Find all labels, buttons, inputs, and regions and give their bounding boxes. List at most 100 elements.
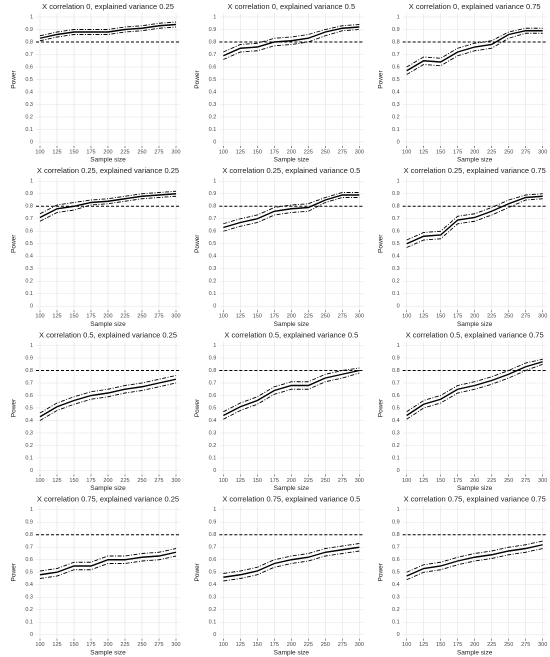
x-tick-label: 150 [253, 314, 262, 320]
y-tick-label: 0.7 [392, 216, 400, 222]
y-tick-label: 0.7 [209, 380, 217, 386]
x-tick-label: 200 [470, 478, 479, 484]
x-tick-label: 225 [120, 642, 129, 648]
y-tick-label: 0.4 [25, 254, 33, 260]
y-axis-label: Power [377, 234, 384, 253]
x-tick-label: 175 [86, 642, 95, 648]
power-line [39, 551, 177, 576]
y-tick-label: 0.7 [25, 216, 33, 222]
chart-title: X correlation 0, explained variance 0.75 [409, 2, 541, 11]
panel: 0 0.1 0.2 0.3 0.4 0.5 0.6 0.7 0.8 0.9 1 100 125 150 17… [377, 495, 547, 657]
x-tick-label: 250 [321, 478, 330, 484]
x-tick-label: 225 [120, 314, 129, 320]
y-tick-label: 0.8 [209, 39, 217, 45]
y-tick-label: 0.9 [209, 355, 217, 361]
y-tick-label: 0.2 [209, 443, 217, 449]
x-tick-label: 150 [69, 149, 78, 155]
power-line [406, 32, 543, 75]
y-tick-label: 0.5 [392, 570, 400, 576]
y-tick-label: 0 [397, 468, 400, 474]
y-tick-label: 0.5 [392, 405, 400, 411]
y-tick-label: 0.1 [392, 127, 400, 133]
y-tick-label: 0.7 [392, 52, 400, 58]
y-tick-label: 0.3 [209, 102, 217, 108]
x-tick-label: 225 [120, 149, 129, 155]
x-axis-label: Sample size [274, 321, 310, 328]
power-line [39, 378, 177, 418]
power-line [39, 23, 177, 39]
y-tick-label: 1 [397, 507, 400, 513]
x-axis-label: Sample size [457, 157, 493, 164]
y-tick-label: 0 [30, 468, 33, 474]
y-tick-label: 0.2 [392, 114, 400, 120]
x-tick-label: 275 [154, 314, 163, 320]
chart-title: X correlation 0.5, explained variance 0.… [224, 330, 358, 339]
x-tick-label: 225 [304, 478, 313, 484]
x-tick-label: 125 [52, 478, 61, 484]
y-tick-label: 0.7 [209, 52, 217, 58]
y-tick-label: 0.1 [25, 291, 33, 297]
x-tick-label: 175 [453, 642, 462, 648]
y-tick-label: 0 [213, 632, 216, 638]
x-tick-label: 175 [86, 478, 95, 484]
x-tick-label: 300 [171, 642, 180, 648]
y-tick-label: 0.1 [392, 455, 400, 461]
x-tick-label: 300 [171, 314, 180, 320]
x-tick-label: 225 [120, 478, 129, 484]
x-axis-label: Sample size [90, 485, 126, 492]
y-tick-label: 0.3 [25, 595, 33, 601]
power-line [406, 27, 543, 68]
x-tick-label: 225 [304, 314, 313, 320]
x-tick-label: 225 [487, 314, 496, 320]
x-axis-label: Sample size [90, 157, 126, 164]
x-tick-label: 300 [355, 642, 364, 648]
x-tick-label: 200 [287, 314, 296, 320]
power-line [39, 195, 177, 222]
y-tick-label: 1 [213, 179, 216, 185]
y-tick-label: 1 [213, 343, 216, 349]
x-tick-label: 250 [504, 149, 513, 155]
x-tick-label: 275 [521, 642, 530, 648]
power-line [39, 21, 177, 37]
panel: 0 0.1 0.2 0.3 0.4 0.5 0.6 0.7 0.8 0.9 1 100 125 150 17… [194, 330, 364, 492]
power-line [223, 24, 360, 53]
y-tick-label: 0.6 [209, 229, 217, 235]
x-tick-label: 200 [103, 149, 112, 155]
y-tick-label: 0.5 [392, 77, 400, 83]
y-tick-label: 0.5 [392, 241, 400, 247]
x-tick-label: 150 [436, 642, 445, 648]
y-tick-label: 0.6 [209, 64, 217, 70]
x-tick-label: 100 [219, 314, 228, 320]
x-tick-label: 275 [154, 478, 163, 484]
y-tick-label: 0.5 [25, 405, 33, 411]
x-tick-label: 100 [219, 478, 228, 484]
power-line [39, 193, 177, 219]
power-line [406, 30, 543, 72]
x-tick-label: 150 [436, 149, 445, 155]
x-tick-label: 100 [402, 642, 411, 648]
y-tick-label: 0.5 [209, 241, 217, 247]
chart-title: X correlation 0.5, explained variance 0.… [406, 330, 544, 339]
panel: 0 0.1 0.2 0.3 0.4 0.5 0.6 0.7 0.8 0.9 1 100 125 150 17… [377, 2, 547, 164]
x-tick-label: 125 [419, 314, 428, 320]
x-tick-label: 300 [538, 642, 547, 648]
x-tick-label: 100 [35, 478, 44, 484]
y-tick-label: 0.6 [392, 393, 400, 399]
x-tick-label: 125 [419, 642, 428, 648]
x-tick-label: 300 [538, 478, 547, 484]
y-tick-label: 0.5 [25, 570, 33, 576]
x-tick-label: 275 [154, 642, 163, 648]
y-tick-label: 0.9 [209, 27, 217, 33]
x-axis-label: Sample size [274, 485, 310, 492]
x-tick-label: 150 [69, 642, 78, 648]
y-tick-label: 0.7 [209, 216, 217, 222]
x-tick-label: 250 [137, 149, 146, 155]
power-line [406, 548, 543, 581]
y-axis-label: Power [194, 69, 201, 88]
x-tick-label: 175 [453, 314, 462, 320]
y-tick-label: 0 [30, 304, 33, 310]
x-tick-label: 200 [287, 149, 296, 155]
x-tick-label: 175 [453, 478, 462, 484]
x-axis-label: Sample size [90, 321, 126, 328]
